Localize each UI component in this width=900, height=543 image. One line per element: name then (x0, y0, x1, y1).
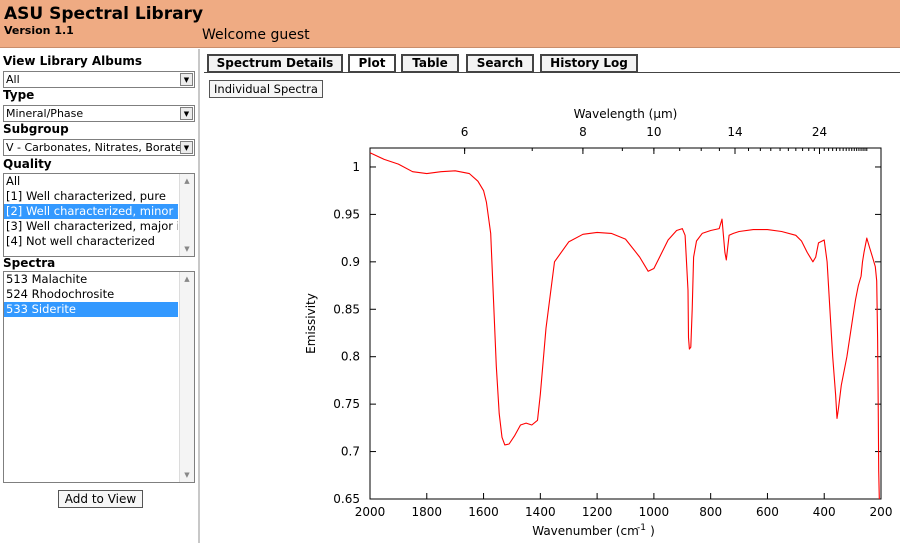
series-line (369, 152, 880, 500)
x-tick-label: 600 (756, 505, 779, 519)
spectra-option[interactable]: 513 Malachite (6, 272, 88, 286)
y-tick-label: 0.7 (341, 445, 360, 459)
plot-frame (369, 147, 882, 500)
quality-option[interactable]: [2] Well characterized, minor im (4, 204, 178, 219)
top-tick-label: 14 (727, 125, 742, 139)
subgroup-select-value: V - Carbonates, Nitrates, Borates (6, 141, 188, 154)
spectra-option[interactable]: 533 Siderite (4, 302, 178, 317)
quality-option[interactable]: [4] Not well characterized (6, 234, 155, 248)
quality-scrollbar[interactable]: ▲ ▼ (179, 174, 194, 256)
type-select[interactable]: Mineral/Phase ▼ (3, 105, 195, 122)
individual-spectra-button[interactable]: Individual Spectra (209, 80, 323, 98)
y-tick-label: 0.65 (333, 492, 360, 506)
sidebar: View Library Albums All ▼ Type Mineral/P… (0, 49, 200, 543)
albums-select-value: All (6, 73, 20, 86)
x-tick-label: 1400 (525, 505, 556, 519)
x-tick-label: 1600 (468, 505, 499, 519)
x-tick-label: 200 (870, 505, 893, 519)
top-tick-label: 6 (461, 125, 469, 139)
app-title: ASU Spectral Library (4, 4, 204, 24)
top-tick-label: 8 (579, 125, 587, 139)
y-tick-label: 0.95 (333, 207, 360, 221)
x-tick-label: 400 (813, 505, 836, 519)
x-axis-label: Wavenumber (cm (532, 524, 639, 538)
quality-option[interactable]: [1] Well characterized, pure (6, 189, 166, 203)
type-label: Type (3, 88, 35, 102)
quality-label: Quality (3, 157, 52, 171)
scroll-down-icon[interactable]: ▼ (184, 245, 190, 253)
y-tick-label: 0.85 (333, 302, 360, 316)
spectra-option[interactable]: 524 Rhodochrosite (6, 287, 115, 301)
spectra-scrollbar[interactable]: ▲ ▼ (179, 272, 194, 482)
add-to-view-button[interactable]: Add to View (58, 490, 143, 508)
y-tick-label: 0.9 (341, 255, 360, 269)
welcome-text: Welcome guest (202, 27, 310, 43)
y-tick-label: 1 (352, 160, 360, 174)
chevron-down-icon[interactable]: ▼ (180, 107, 193, 120)
scroll-down-icon[interactable]: ▼ (184, 471, 190, 479)
type-select-value: Mineral/Phase (6, 107, 84, 120)
top-axis-label: Wavelength (μm) (574, 107, 678, 121)
chevron-down-icon[interactable]: ▼ (180, 141, 193, 154)
y-tick-label: 0.8 (341, 350, 360, 364)
app-header: ASU Spectral Library Version 1.1 Welcome… (0, 0, 900, 48)
tab-spectrum-details[interactable]: Spectrum Details (207, 54, 343, 72)
y-tick-label: 0.75 (333, 397, 360, 411)
chevron-down-icon[interactable]: ▼ (180, 73, 193, 86)
scroll-up-icon[interactable]: ▲ (184, 275, 190, 283)
tab-history-log[interactable]: History Log (540, 54, 638, 72)
x-tick-label: 1200 (582, 505, 613, 519)
top-tick-label: 10 (646, 125, 661, 139)
x-tick-label: 1800 (412, 505, 443, 519)
y-axis-label: Emissivity (304, 293, 318, 354)
spectra-label: Spectra (3, 256, 56, 270)
tab-plot[interactable]: Plot (348, 54, 396, 72)
emissivity-chart: 2000 1800 1600 1400 1200 1000 800 600 400 200 0.65… (304, 107, 893, 538)
subgroup-select[interactable]: V - Carbonates, Nitrates, Borates ▼ (3, 139, 195, 156)
tab-underline (204, 72, 900, 73)
tab-table[interactable]: Table (401, 54, 459, 72)
top-tick-label: 24 (812, 125, 827, 139)
quality-option[interactable]: All (6, 174, 21, 188)
x-axis-label-sup: -1 (637, 523, 646, 533)
albums-label: View Library Albums (3, 54, 143, 68)
quality-options: All [1] Well characterized, pure [2] Well … (4, 174, 194, 249)
quality-listbox[interactable]: All [1] Well characterized, pure [2] Well … (3, 173, 195, 257)
albums-select[interactable]: All ▼ (3, 71, 195, 88)
spectra-listbox[interactable]: 513 Malachite 524 Rhodochrosite 533 Sideri… (3, 271, 195, 483)
x-tick-label: 1000 (639, 505, 670, 519)
x-tick-label: 2000 (355, 505, 386, 519)
spectra-options: 513 Malachite 524 Rhodochrosite 533 Sideri… (4, 272, 194, 317)
tab-search[interactable]: Search (466, 54, 534, 72)
x-axis-label-end: ) (650, 524, 655, 538)
scroll-up-icon[interactable]: ▲ (184, 177, 190, 185)
x-tick-label: 800 (699, 505, 722, 519)
subgroup-label: Subgroup (3, 122, 69, 136)
quality-option[interactable]: [3] Well characterized, major im (6, 219, 178, 233)
plot-panel: Individual Spectra 2000 1800 1600 1400 1200 1… (204, 73, 900, 543)
app-version: Version 1.1 (4, 24, 74, 37)
